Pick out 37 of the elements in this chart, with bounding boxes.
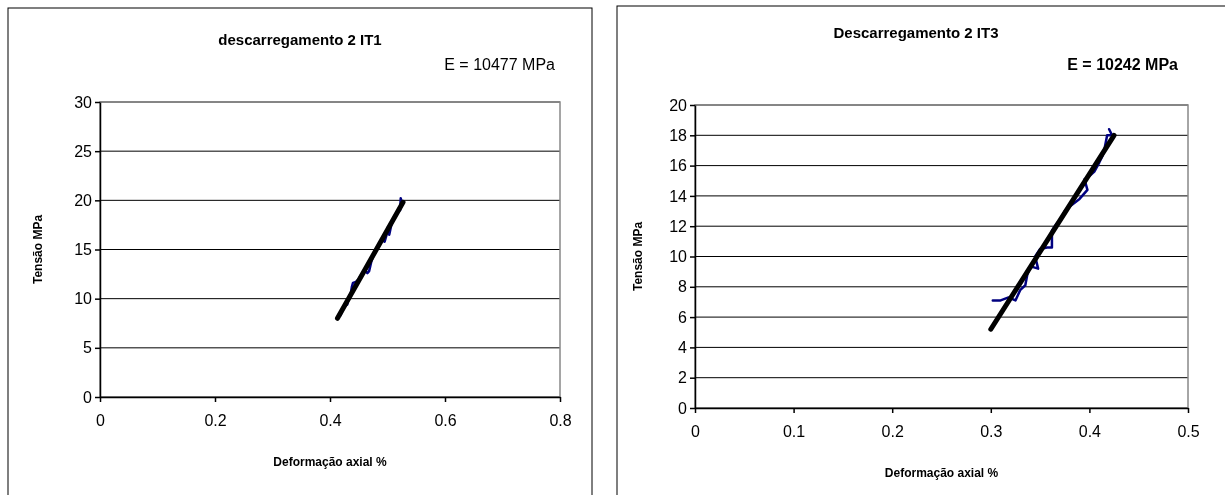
x-tick-label: 0.2 — [881, 422, 904, 440]
text: E = 10242 MPa — [1067, 56, 1179, 73]
y-tick-label: 20 — [74, 191, 93, 209]
x-axis-title: Deformação axial % — [884, 466, 999, 480]
x-tick-label: 0.4 — [319, 411, 342, 429]
y-tick-label: 4 — [678, 339, 688, 357]
y-axis-title: Tensão MPa — [31, 214, 45, 285]
y-tick-label: 15 — [74, 241, 93, 259]
chart-title: Descarregamento 2 IT3 — [833, 24, 999, 41]
x-tick-label: 0.3 — [980, 422, 1003, 440]
y-tick-label: 0 — [83, 388, 93, 406]
y-tick-label: 10 — [669, 248, 688, 266]
y-tick-label: 12 — [669, 217, 688, 235]
y-tick-label: 30 — [74, 93, 93, 111]
x-tick-label: 0.1 — [782, 422, 806, 440]
y-tick-label: 0 — [678, 399, 688, 417]
y-tick-label: 14 — [669, 187, 688, 205]
y-tick-label: 6 — [678, 308, 688, 326]
x-tick-label: 0.2 — [204, 411, 227, 429]
x-tick-label: 0.8 — [549, 411, 572, 429]
text: E = 10477 MPa — [444, 56, 556, 73]
y-tick-label: 25 — [74, 142, 93, 160]
y-tick-label: 18 — [669, 126, 688, 144]
x-tick-label: 0.6 — [434, 411, 457, 429]
x-tick-label: 0.4 — [1078, 422, 1102, 440]
y-tick-label: 8 — [678, 278, 688, 296]
x-axis-title: Deformação axial % — [273, 455, 388, 469]
x-tick-label: 0 — [691, 422, 701, 440]
x-tick-label: 0.5 — [1177, 422, 1200, 440]
y-tick-label: 5 — [83, 339, 93, 357]
y-tick-label: 20 — [669, 96, 688, 114]
y-tick-label: 2 — [678, 369, 688, 387]
y-tick-label: 10 — [74, 290, 93, 308]
y-axis-title: Tensão MPa — [631, 221, 645, 292]
x-tick-label: 0 — [96, 411, 106, 429]
chart-title: descarregamento 2 IT1 — [218, 31, 382, 48]
y-tick-label: 16 — [669, 157, 688, 175]
